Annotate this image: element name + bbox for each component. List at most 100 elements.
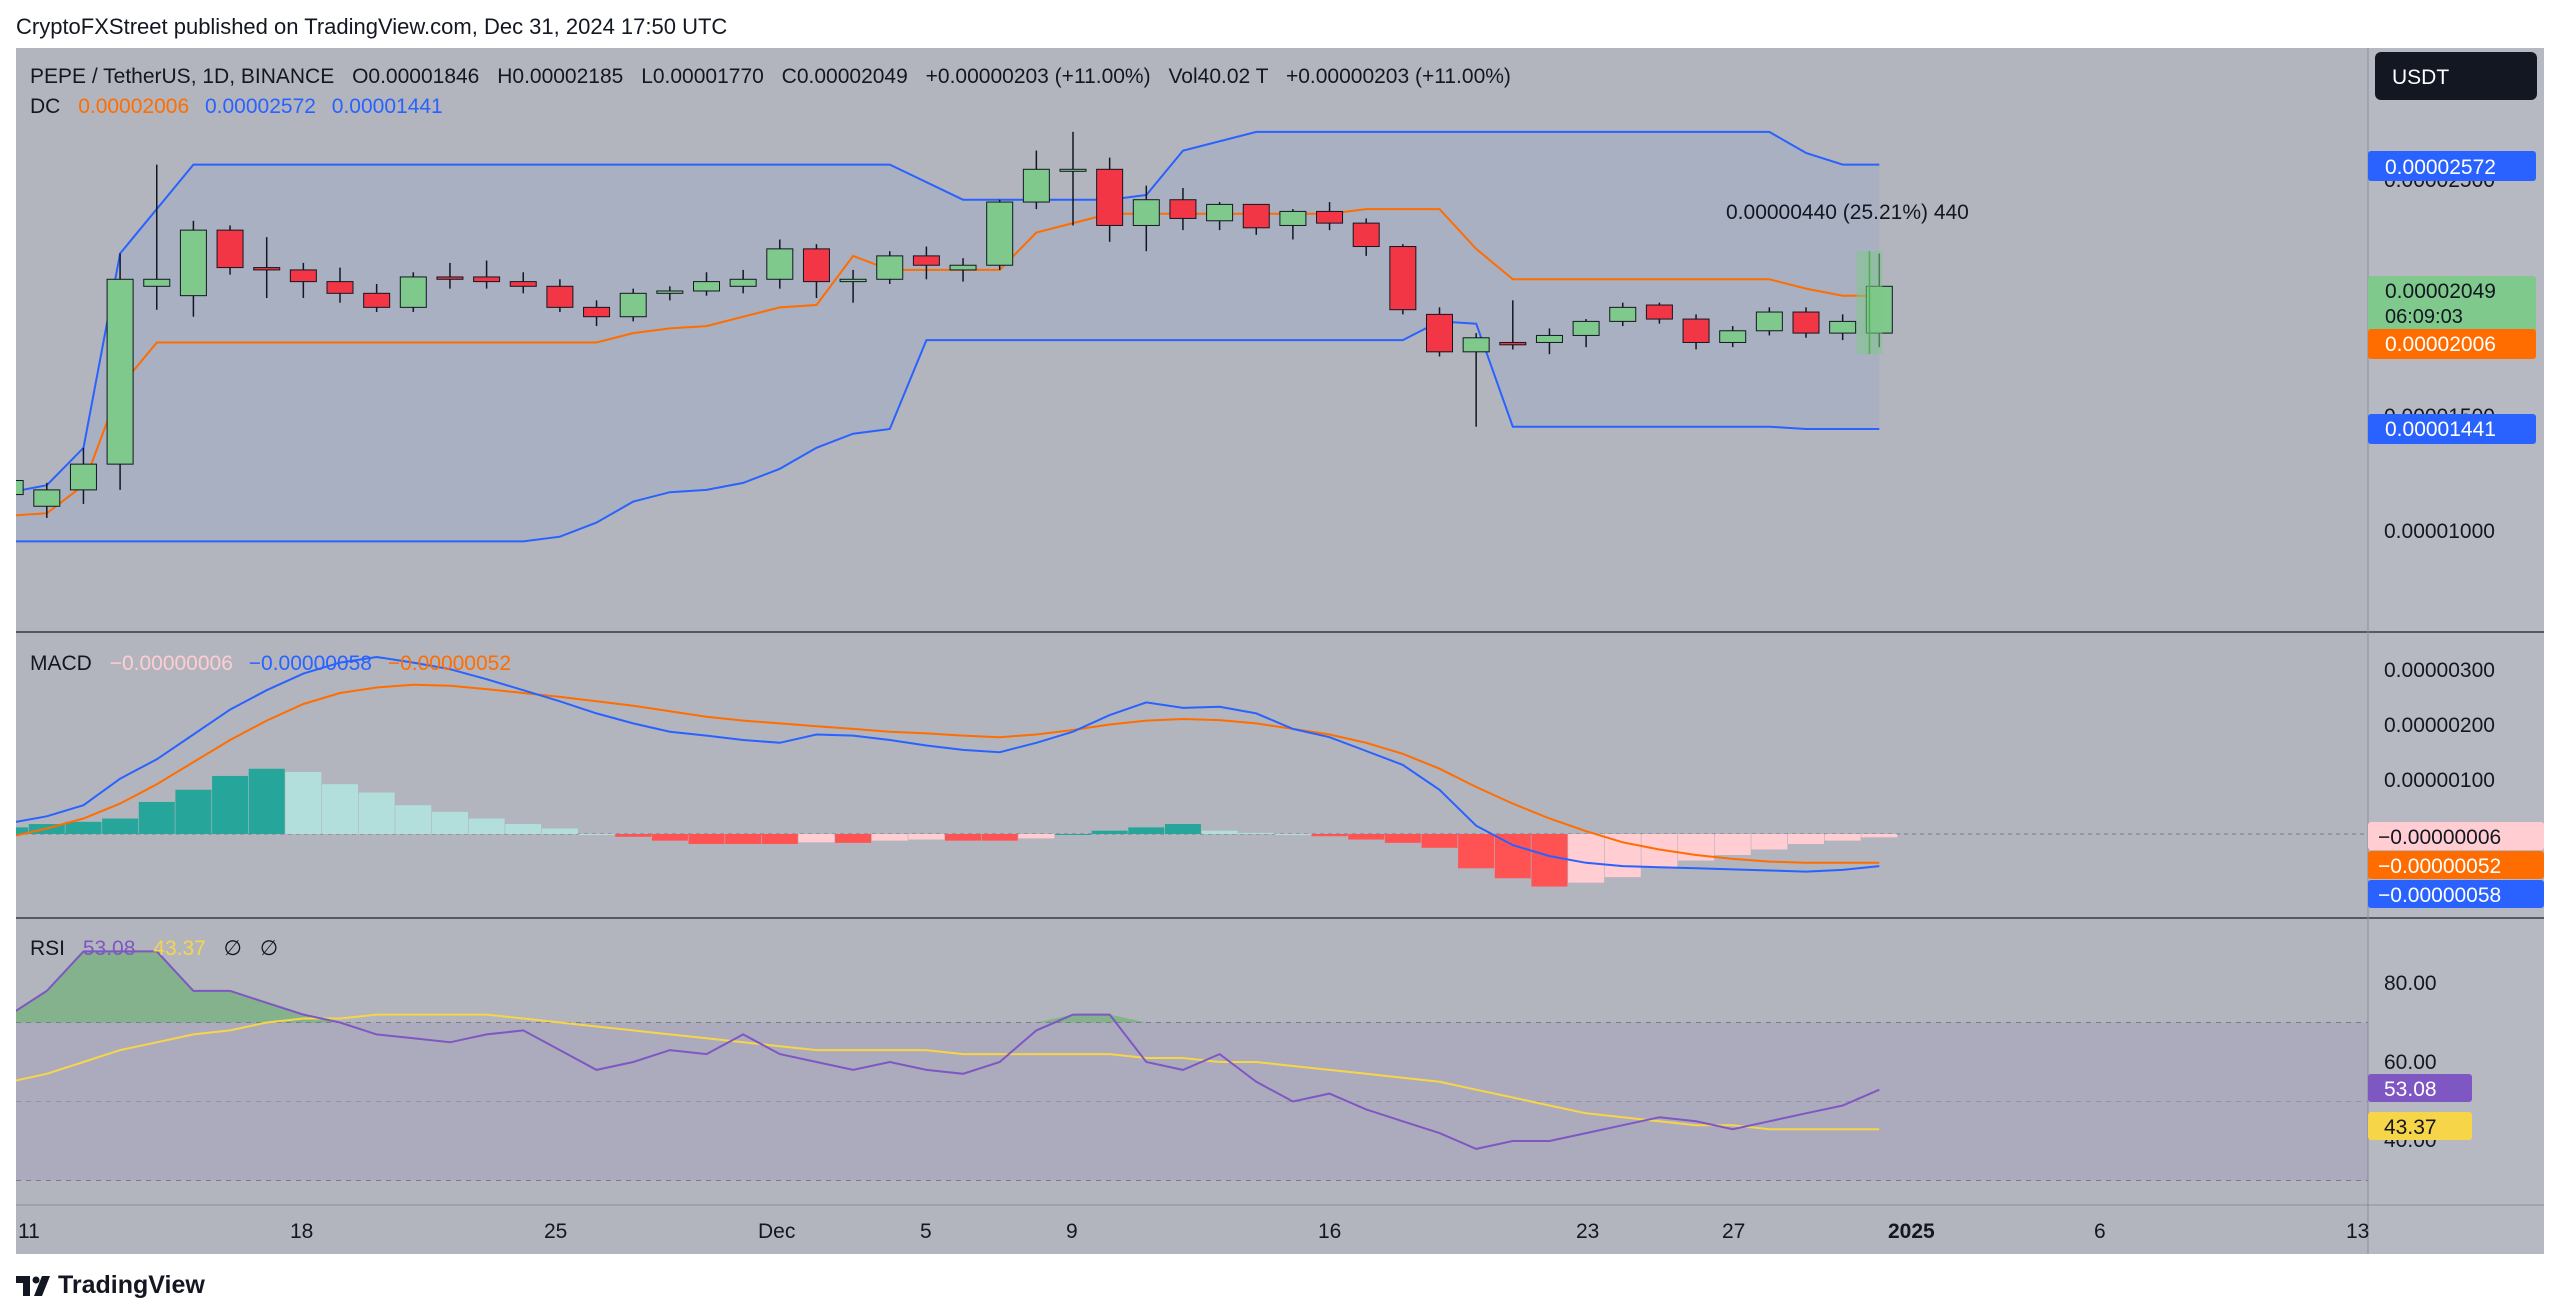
time-axis-label: 16 bbox=[1318, 1220, 1341, 1243]
legend-volume-change: +0.00000203 (+11.00%) bbox=[1286, 65, 1511, 88]
macd-histogram-bar bbox=[175, 789, 212, 834]
macd-histogram-bar bbox=[431, 811, 468, 834]
candle-body bbox=[1462, 337, 1490, 353]
macd-histogram-bar bbox=[1128, 827, 1165, 834]
candle-body bbox=[1755, 311, 1783, 332]
macd-histogram-bar bbox=[651, 834, 688, 841]
macd-legend-hist: −0.00000006 bbox=[110, 652, 233, 675]
legend-close: C0.00002049 bbox=[782, 65, 908, 88]
macd-legend-name[interactable]: MACD bbox=[30, 652, 92, 675]
macd-legend: MACD −0.00000006 −0.00000058 −0.00000052 bbox=[30, 652, 511, 675]
rsi-legend-value: 53.08 bbox=[83, 937, 136, 960]
macd-histogram-bar bbox=[468, 818, 505, 834]
currency-button[interactable]: USDT bbox=[2375, 52, 2537, 100]
macd-axis-tick: 0.00000100 bbox=[2384, 769, 2495, 792]
macd-histogram-bar bbox=[1201, 830, 1238, 834]
candle-body bbox=[1316, 210, 1344, 224]
rsi-legend-name[interactable]: RSI bbox=[30, 937, 65, 960]
candle-body bbox=[766, 248, 794, 280]
time-axis-label: 9 bbox=[1066, 1220, 1078, 1243]
candle-body bbox=[16, 480, 24, 496]
macd-histogram-bar bbox=[285, 772, 322, 834]
macd-histogram-bar bbox=[505, 824, 542, 834]
candle-body bbox=[69, 463, 97, 491]
candle-body bbox=[1792, 311, 1820, 334]
chart-canvas[interactable]: 0.00000440 (25.21%) 440 PEPE / TetherUS,… bbox=[16, 48, 2544, 1254]
svg-text:RSI 53.08 43.3: RSI 53.08 43.37 ∅ ∅ bbox=[30, 937, 278, 960]
macd-histogram-bar bbox=[688, 834, 725, 844]
rsi-overbought-fill bbox=[16, 951, 1880, 1023]
time-axis[interactable]: 11 18 25 Dec 5 9 16 23 27 2025 6 13 bbox=[18, 1220, 2369, 1243]
candle-body bbox=[106, 278, 134, 465]
chart-area[interactable]: 0.00000440 (25.21%) 440 PEPE / TetherUS,… bbox=[16, 48, 2544, 1254]
macd-histogram-bar bbox=[835, 834, 872, 843]
macd-hist-label: −0.00000006 bbox=[2368, 822, 2544, 850]
time-axis-label: 2025 bbox=[1888, 1220, 1935, 1243]
dc-basis-price-label: 0.00002006 bbox=[2368, 329, 2536, 359]
macd-line-label-text: −0.00000058 bbox=[2378, 884, 2501, 907]
macd-histogram-bar bbox=[1531, 834, 1568, 887]
candle-body bbox=[33, 489, 61, 507]
macd-histogram-bar bbox=[908, 834, 945, 840]
candle-body bbox=[1682, 318, 1710, 343]
dc-upper-price-text: 0.00002572 bbox=[2385, 156, 2496, 179]
legend-high: H0.00002185 bbox=[497, 65, 623, 88]
rsi-legend: RSI 53.08 43.37 ∅ ∅ bbox=[30, 937, 278, 960]
candle-body bbox=[656, 290, 684, 294]
currency-label[interactable]: USDT bbox=[2392, 66, 2449, 89]
macd-histogram-bar bbox=[248, 768, 285, 834]
candle-body bbox=[1829, 320, 1857, 334]
macd-histogram-bar bbox=[102, 818, 139, 834]
candle-body bbox=[473, 276, 501, 283]
dc-upper-line bbox=[16, 130, 1880, 493]
macd-histogram-bar bbox=[1421, 834, 1458, 848]
dc-legend-upper: 0.00002572 bbox=[205, 95, 316, 118]
legend-symbol[interactable]: PEPE / TetherUS, 1D, BINANCE bbox=[30, 65, 334, 88]
candle-body bbox=[436, 276, 464, 280]
candle-body bbox=[509, 281, 537, 287]
macd-histogram-bar bbox=[981, 834, 1018, 841]
chart-background bbox=[16, 48, 2544, 1254]
macd-histogram-bar bbox=[395, 805, 432, 834]
macd-signal-label-text: −0.00000052 bbox=[2378, 855, 2501, 878]
candle-body bbox=[1719, 330, 1747, 343]
candle-body bbox=[1132, 199, 1160, 226]
macd-signal-line bbox=[16, 683, 1880, 864]
rsi-value-label: 53.08 bbox=[2368, 1074, 2472, 1102]
candle-body bbox=[839, 278, 867, 283]
macd-histogram-bar bbox=[138, 801, 175, 834]
candle-body bbox=[289, 269, 317, 283]
macd-histogram-bar bbox=[1384, 834, 1421, 843]
macd-histogram-bar bbox=[1751, 834, 1788, 850]
candle-body bbox=[1609, 306, 1637, 322]
donchian-channel bbox=[16, 130, 1880, 543]
dc-basis-price-text: 0.00002006 bbox=[2385, 333, 2496, 356]
macd-histogram-bar bbox=[1018, 834, 1055, 839]
macd-histogram-bar bbox=[1714, 834, 1751, 856]
legend-volume: Vol40.02 T bbox=[1168, 65, 1268, 88]
svg-text:DC 0.00002006: DC 0.00002006 0.00002572 0.00001441 bbox=[30, 95, 443, 118]
svg-text:MACD −0.00000006: MACD −0.00000006 −0.00000058 −0.00000052 bbox=[30, 652, 511, 675]
candle-body bbox=[1096, 168, 1124, 226]
measure-label: 0.00000440 (25.21%) 440 bbox=[1726, 201, 1969, 224]
price-axis-column[interactable] bbox=[2368, 48, 2544, 1254]
rsi-line bbox=[16, 950, 1880, 1150]
time-axis-label: 13 bbox=[2346, 1220, 2369, 1243]
candle-body bbox=[216, 229, 244, 269]
candle-body bbox=[912, 255, 940, 266]
candle-body bbox=[1059, 168, 1087, 172]
rsi-ma-label-text: 43.37 bbox=[2384, 1116, 2437, 1139]
candle-body bbox=[363, 292, 391, 308]
dc-legend-lower: 0.00001441 bbox=[332, 95, 443, 118]
macd-legend-signal: −0.00000052 bbox=[388, 652, 511, 675]
macd-histogram-bar bbox=[871, 834, 908, 841]
tradingview-brand[interactable]: TradingView bbox=[16, 1270, 416, 1304]
candle-body bbox=[876, 255, 904, 280]
macd-histogram-bar bbox=[1824, 834, 1861, 841]
candle-body bbox=[986, 201, 1014, 266]
macd-histogram-bar bbox=[1788, 834, 1824, 844]
dc-legend-name[interactable]: DC bbox=[30, 95, 60, 118]
publisher-text: CryptoFXStreet published on TradingView.… bbox=[16, 14, 728, 39]
macd-histogram-bar bbox=[1494, 834, 1531, 879]
macd-axis-tick: 0.00000300 bbox=[2384, 659, 2495, 682]
